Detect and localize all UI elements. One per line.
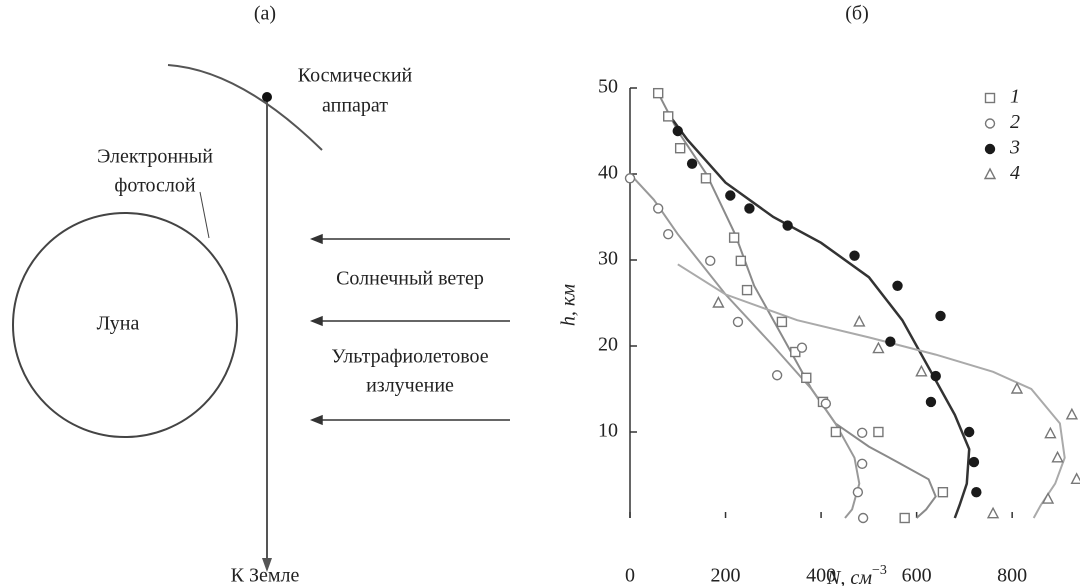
label: Солнечный ветер <box>336 268 484 290</box>
point <box>935 310 946 322</box>
fit-curve <box>667 113 971 519</box>
point <box>674 142 686 154</box>
point <box>735 255 747 267</box>
point <box>1041 492 1055 504</box>
point <box>686 158 698 169</box>
point <box>885 336 896 347</box>
label: Электронный <box>97 146 213 168</box>
point <box>873 426 884 438</box>
legend-label: 2 <box>1010 111 1020 133</box>
point <box>652 87 664 99</box>
point <box>712 295 725 308</box>
point <box>1010 381 1024 394</box>
point <box>652 203 664 214</box>
point <box>796 342 808 353</box>
fit-curve <box>657 92 937 519</box>
label: аппарат <box>322 95 388 117</box>
point <box>1070 472 1080 484</box>
fit-curve <box>629 173 861 519</box>
point <box>986 506 1000 519</box>
orbit <box>167 64 323 151</box>
point <box>968 456 980 468</box>
legend-marker <box>984 143 996 155</box>
arrow-head <box>262 558 272 572</box>
point <box>899 512 910 524</box>
point <box>856 427 868 439</box>
point <box>937 487 949 498</box>
point <box>801 372 812 384</box>
point <box>963 426 975 438</box>
point <box>776 316 788 328</box>
y-tick-label: 40 <box>598 162 618 184</box>
label: излучение <box>366 375 454 397</box>
point <box>705 255 716 267</box>
label: Ультрафиолетовое <box>331 346 488 368</box>
point <box>849 250 860 261</box>
legend-label: 4 <box>1010 162 1020 184</box>
point <box>728 232 740 243</box>
point <box>1051 450 1064 463</box>
label: фотослой <box>114 175 196 197</box>
panel-label: (б) <box>845 3 869 25</box>
x-tick-label: 0 <box>625 565 635 586</box>
y-tick-label: 20 <box>598 334 618 356</box>
x-tick-label: 600 <box>902 565 932 586</box>
point <box>741 284 753 296</box>
y-tick-label: 10 <box>598 420 618 442</box>
x-axis-label-text: N, см <box>826 567 872 586</box>
leader-line <box>199 191 210 239</box>
panel-label: (a) <box>254 3 276 25</box>
point <box>624 173 636 184</box>
point <box>700 173 712 184</box>
point <box>915 364 928 377</box>
point <box>892 280 903 291</box>
point <box>820 398 832 409</box>
fit-curve <box>677 263 1066 519</box>
y-axis-label: h, км <box>558 284 580 326</box>
flow-arrows <box>309 233 510 426</box>
point <box>782 220 793 231</box>
point <box>872 341 885 354</box>
y-tick-label: 30 <box>598 248 618 270</box>
x-tick-label: 400 <box>806 565 836 586</box>
x-axis-label: N, см−3 <box>826 563 887 586</box>
point <box>830 426 842 438</box>
legend-label: 3 <box>1009 137 1020 159</box>
moon <box>12 212 238 438</box>
legend-marker <box>984 118 996 129</box>
point <box>663 228 674 240</box>
point <box>930 370 941 382</box>
point <box>856 458 868 470</box>
point <box>857 512 869 524</box>
x-tick-label: 200 <box>711 565 741 586</box>
label: Космический <box>298 65 413 87</box>
legend-marker <box>983 167 997 180</box>
spacecraft <box>262 92 272 102</box>
label: Луна <box>97 313 140 335</box>
point <box>663 111 674 122</box>
point <box>971 487 982 498</box>
x-axis-label-exponent: −3 <box>872 563 887 578</box>
point <box>1065 407 1079 420</box>
point <box>853 314 866 327</box>
legend-label: 1 <box>1010 86 1020 108</box>
point <box>672 125 683 137</box>
point <box>852 487 864 498</box>
x-tick-label: 800 <box>997 565 1027 586</box>
legend-marker <box>984 92 996 104</box>
label: К Земле <box>231 565 300 586</box>
y-tick-label: 50 <box>598 76 618 98</box>
point <box>1044 426 1057 439</box>
point <box>725 190 736 201</box>
point <box>771 370 783 381</box>
point <box>732 316 744 328</box>
point <box>925 396 937 408</box>
point <box>744 203 755 214</box>
